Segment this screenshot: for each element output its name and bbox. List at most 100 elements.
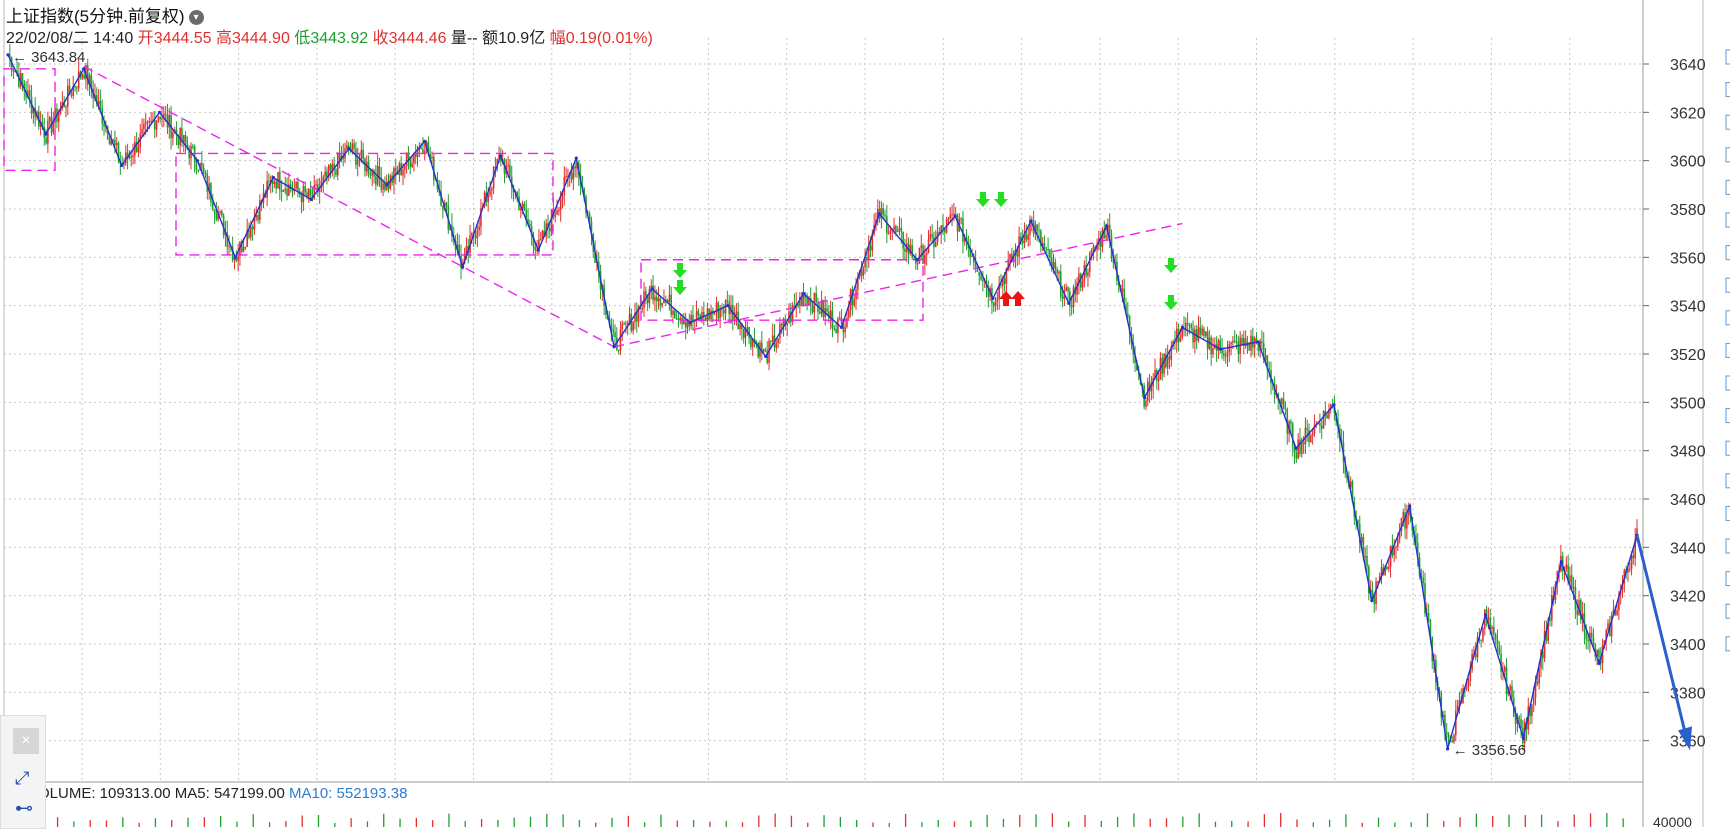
candle-body — [356, 159, 359, 165]
candle-body — [405, 153, 408, 166]
candle-body — [525, 210, 528, 220]
candle-body — [1415, 535, 1417, 543]
candle-body — [271, 179, 274, 184]
candle-body — [57, 113, 60, 122]
candle-body — [969, 247, 971, 257]
candle-body — [688, 322, 691, 327]
candle-body — [1351, 481, 1354, 503]
candle-body — [1070, 306, 1073, 308]
options-icon[interactable]: ▾ — [188, 10, 204, 26]
candle-body — [476, 230, 479, 239]
zigzag-point — [536, 248, 540, 252]
volume-bar — [627, 815, 630, 827]
zigzag-point — [385, 183, 389, 187]
candle-body — [1145, 400, 1147, 407]
volume-bar — [1426, 813, 1429, 827]
candle-body — [378, 166, 381, 178]
candle-body — [529, 223, 531, 227]
candle-body — [1079, 273, 1082, 288]
candle-body — [869, 245, 872, 251]
candle-body — [1404, 512, 1406, 529]
candle-body — [779, 323, 781, 339]
candle-body — [192, 146, 194, 148]
candle-body — [637, 306, 640, 322]
candle-body — [974, 262, 977, 267]
candle-body — [750, 338, 752, 347]
candle-body — [1543, 630, 1546, 659]
candle-body — [833, 328, 836, 330]
candle-body — [610, 325, 613, 330]
candle-body — [144, 122, 147, 125]
candle-body — [597, 261, 600, 271]
candle-body — [1199, 327, 1202, 335]
candle-body — [1329, 404, 1332, 410]
volume-bar — [725, 820, 727, 827]
candle-body — [886, 216, 888, 234]
volume-axis-label: 40000 — [1653, 814, 1692, 827]
candle-body — [32, 107, 35, 114]
candle-body — [413, 154, 415, 164]
candle-body — [710, 310, 712, 320]
volume-bar — [220, 815, 222, 827]
candle-body — [1058, 271, 1060, 274]
line-tool-icon[interactable]: ⤢ — [15, 768, 30, 788]
candle-body — [786, 323, 788, 326]
candle-body — [1268, 369, 1270, 371]
close-icon[interactable]: × — [13, 728, 39, 754]
candle-body — [186, 143, 189, 149]
candle-body — [666, 300, 669, 303]
candle-body — [268, 181, 270, 183]
candle-body — [612, 329, 615, 333]
candle-body — [583, 188, 586, 197]
candle-body — [85, 65, 87, 79]
candle-body — [661, 303, 663, 306]
candle-body — [1567, 564, 1569, 582]
volume-bar — [236, 821, 238, 827]
candle-body — [1101, 229, 1104, 247]
candle-body — [777, 338, 779, 344]
candle-body — [846, 317, 848, 327]
candle-body — [634, 312, 636, 322]
segment-tool-icon[interactable]: ⊷ — [15, 798, 33, 818]
volume-bar — [399, 818, 401, 827]
candle-body — [764, 349, 767, 351]
candle-body — [402, 169, 404, 176]
candle-body — [668, 294, 671, 303]
candle-body — [324, 171, 326, 177]
candle-body — [1422, 577, 1424, 584]
candle-body — [41, 121, 44, 128]
candle-body — [1179, 337, 1182, 342]
candle-body — [1175, 328, 1178, 343]
candle-body — [934, 241, 937, 247]
candle-body — [1541, 651, 1544, 659]
volume-bar — [187, 817, 189, 827]
candle-body — [1067, 287, 1069, 292]
candle-body — [21, 73, 24, 84]
candle-body — [588, 214, 591, 222]
candle-body — [523, 203, 526, 211]
candle-body — [614, 332, 616, 338]
candle-body — [1050, 257, 1053, 269]
candle-body — [1594, 644, 1597, 657]
volume-bar — [741, 822, 744, 827]
candle-body — [275, 181, 277, 189]
candle-body — [52, 122, 55, 133]
candle-body — [327, 165, 330, 178]
candle-body — [789, 311, 792, 322]
candle-body — [643, 291, 645, 309]
chart-title: 上证指数(5分钟.前复权) — [6, 7, 185, 26]
candle-body — [168, 114, 171, 128]
candle-body — [331, 163, 334, 171]
candle-body — [871, 233, 874, 251]
candle-body — [1496, 639, 1499, 648]
candle-body — [480, 208, 482, 227]
volume-bar — [986, 814, 988, 827]
candle-body — [1181, 327, 1183, 338]
candle-body — [670, 294, 672, 315]
candle-body — [867, 245, 870, 260]
candle-body — [940, 225, 942, 234]
candle-body — [240, 241, 243, 252]
candle-body — [521, 203, 524, 209]
candle-body — [1255, 338, 1258, 342]
candle-body — [1306, 427, 1309, 430]
